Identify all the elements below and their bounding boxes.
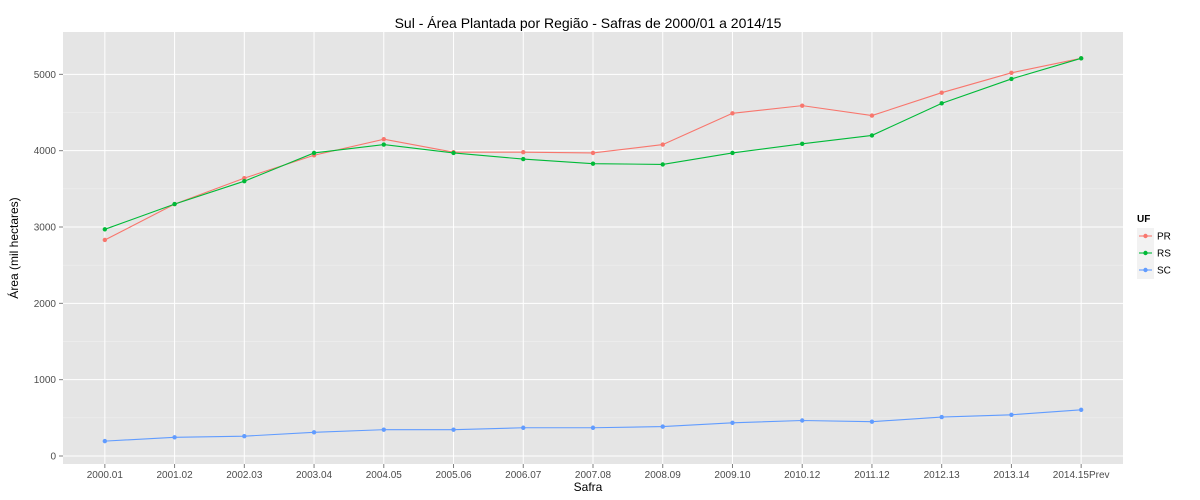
- data-point: [521, 425, 526, 430]
- data-point: [1009, 70, 1014, 76]
- data-point: [869, 133, 875, 138]
- data-point: [102, 438, 108, 444]
- legend-label: SC: [1157, 266, 1171, 277]
- data-point: [242, 433, 247, 439]
- data-point: [800, 418, 805, 423]
- data-point: [1009, 76, 1014, 82]
- x-tick-label: 2001.02: [157, 470, 194, 481]
- data-point: [172, 201, 177, 207]
- data-point: [242, 175, 247, 181]
- legend-label: RS: [1157, 249, 1171, 260]
- x-tick-label: 2009.10: [714, 470, 751, 481]
- data-point: [381, 137, 386, 142]
- x-tick-label: 2006.07: [505, 470, 542, 481]
- legend-item-sc: SC: [1137, 262, 1171, 279]
- data-point: [660, 142, 665, 147]
- data-point: [590, 150, 596, 156]
- data-point: [521, 156, 526, 162]
- data-point: [1009, 412, 1014, 417]
- legend-title: UF: [1137, 214, 1150, 225]
- data-point: [660, 162, 665, 167]
- data-point: [311, 150, 317, 156]
- data-point: [242, 179, 247, 184]
- data-point: [311, 430, 317, 435]
- x-axis: 2000.01 2001.02 2002.03 2003.04 2004.05 2005.…: [87, 464, 1110, 481]
- legend-item-pr: PR: [1137, 228, 1171, 245]
- x-tick-label: 2010.12: [784, 470, 821, 481]
- x-tick-label: 2011.12: [854, 470, 890, 481]
- x-tick-label: 2005.06: [435, 470, 472, 481]
- x-tick-label: 2008.09: [645, 470, 682, 481]
- y-axis-title: Área (mil hectares): [6, 197, 21, 298]
- data-point: [172, 435, 177, 440]
- y-tick-label: 2000: [34, 299, 57, 310]
- data-point: [381, 142, 386, 147]
- x-tick-label: 2002.03: [226, 470, 263, 481]
- y-tick-label: 1000: [34, 375, 57, 386]
- legend-items: PR RS SC: [1137, 228, 1171, 279]
- x-tick-label: 2007.08: [575, 470, 612, 481]
- data-point: [869, 419, 875, 424]
- series-layer: [102, 56, 1084, 444]
- y-axis: 0 1000 2000 3000 4000 5000: [34, 70, 63, 463]
- x-axis-title: Safra: [574, 480, 603, 494]
- y-tick-label: 0: [50, 452, 56, 463]
- data-point: [590, 425, 596, 430]
- legend-key-point: [1143, 250, 1148, 256]
- y-tick-label: 5000: [34, 70, 57, 81]
- data-point: [730, 420, 735, 425]
- data-point: [660, 424, 665, 429]
- data-point: [939, 414, 944, 420]
- data-point: [730, 150, 735, 156]
- legend: UF PR RS SC: [1137, 214, 1171, 279]
- legend-key-point: [1143, 267, 1148, 273]
- x-tick-label: 2004.05: [366, 470, 403, 481]
- legend-label: PR: [1157, 232, 1171, 243]
- data-point: [451, 150, 456, 156]
- series-sc: [102, 407, 1084, 444]
- data-point: [590, 161, 596, 166]
- data-point: [730, 111, 735, 116]
- data-point: [451, 427, 456, 432]
- x-tick-label: 2012.13: [924, 470, 961, 481]
- x-tick-label: 2003.04: [296, 470, 333, 481]
- data-point: [869, 113, 875, 118]
- data-point: [939, 90, 944, 95]
- data-point: [521, 150, 526, 155]
- legend-item-rs: RS: [1137, 245, 1171, 262]
- x-tick-label: 2000.01: [87, 470, 124, 481]
- data-point: [800, 141, 805, 147]
- legend-key-point: [1143, 233, 1148, 239]
- y-tick-label: 4000: [34, 146, 57, 157]
- data-point: [800, 103, 805, 108]
- data-point: [381, 427, 386, 432]
- data-point: [939, 101, 944, 106]
- series-rs: [102, 56, 1084, 232]
- data-point: [1078, 407, 1084, 413]
- x-tick-label: 2013.14: [993, 470, 1030, 481]
- y-tick-label: 3000: [34, 223, 57, 234]
- x-tick-label: 2014.15Prev: [1053, 470, 1110, 481]
- data-point: [1078, 56, 1084, 61]
- chart-title: Sul - Área Plantada por Região - Safras …: [395, 15, 782, 31]
- data-point: [102, 237, 108, 243]
- data-point: [102, 227, 108, 232]
- major-grid: [63, 32, 1123, 464]
